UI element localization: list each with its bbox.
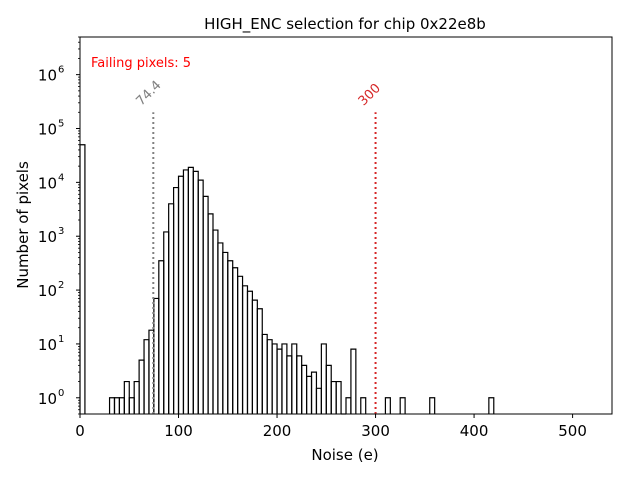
y-tick-label-exponent: 3 (58, 226, 64, 237)
histogram-bin (360, 397, 367, 414)
x-tick-label: 300 (361, 422, 390, 440)
histogram-bin (335, 380, 342, 414)
y-tick-label-exponent: 2 (58, 280, 64, 291)
y-tick-label-exponent: 0 (58, 388, 64, 399)
y-tick-label: 10 (38, 228, 57, 246)
histogram-bin (399, 397, 406, 414)
y-axis-title: Number of pixels (14, 161, 32, 289)
y-tick-label-exponent: 6 (58, 65, 64, 76)
x-tick-label: 200 (263, 422, 292, 440)
y-tick-label-exponent: 4 (58, 172, 64, 183)
y-tick-label: 10 (38, 174, 57, 192)
x-tick-label: 100 (164, 422, 193, 440)
x-tick-label: 0 (75, 422, 85, 440)
x-tick-label: 500 (558, 422, 587, 440)
histogram-series (79, 144, 495, 415)
y-tick-label-exponent: 5 (58, 119, 64, 130)
failing-pixels-annotation: Failing pixels: 5 (91, 56, 191, 71)
histogram-bin (488, 397, 495, 414)
y-tick-label: 10 (38, 282, 57, 300)
y-tick-label: 10 (38, 67, 57, 85)
y-tick-label: 10 (38, 121, 57, 139)
histogram-bin (384, 397, 391, 414)
histogram-bin (429, 397, 436, 414)
y-tick-label: 10 (38, 336, 57, 354)
y-tick-label-exponent: 1 (58, 334, 64, 345)
x-tick-label: 400 (460, 422, 489, 440)
histogram-bin (350, 348, 357, 414)
x-axis: 0 100 200 300 400 500 (75, 414, 587, 440)
x-axis-title: Noise (e) (311, 446, 378, 464)
plot-frame (79, 36, 613, 415)
chart-title: HIGH_ENC selection for chip 0x22e8b (204, 15, 486, 34)
y-tick-label: 10 (38, 390, 57, 408)
